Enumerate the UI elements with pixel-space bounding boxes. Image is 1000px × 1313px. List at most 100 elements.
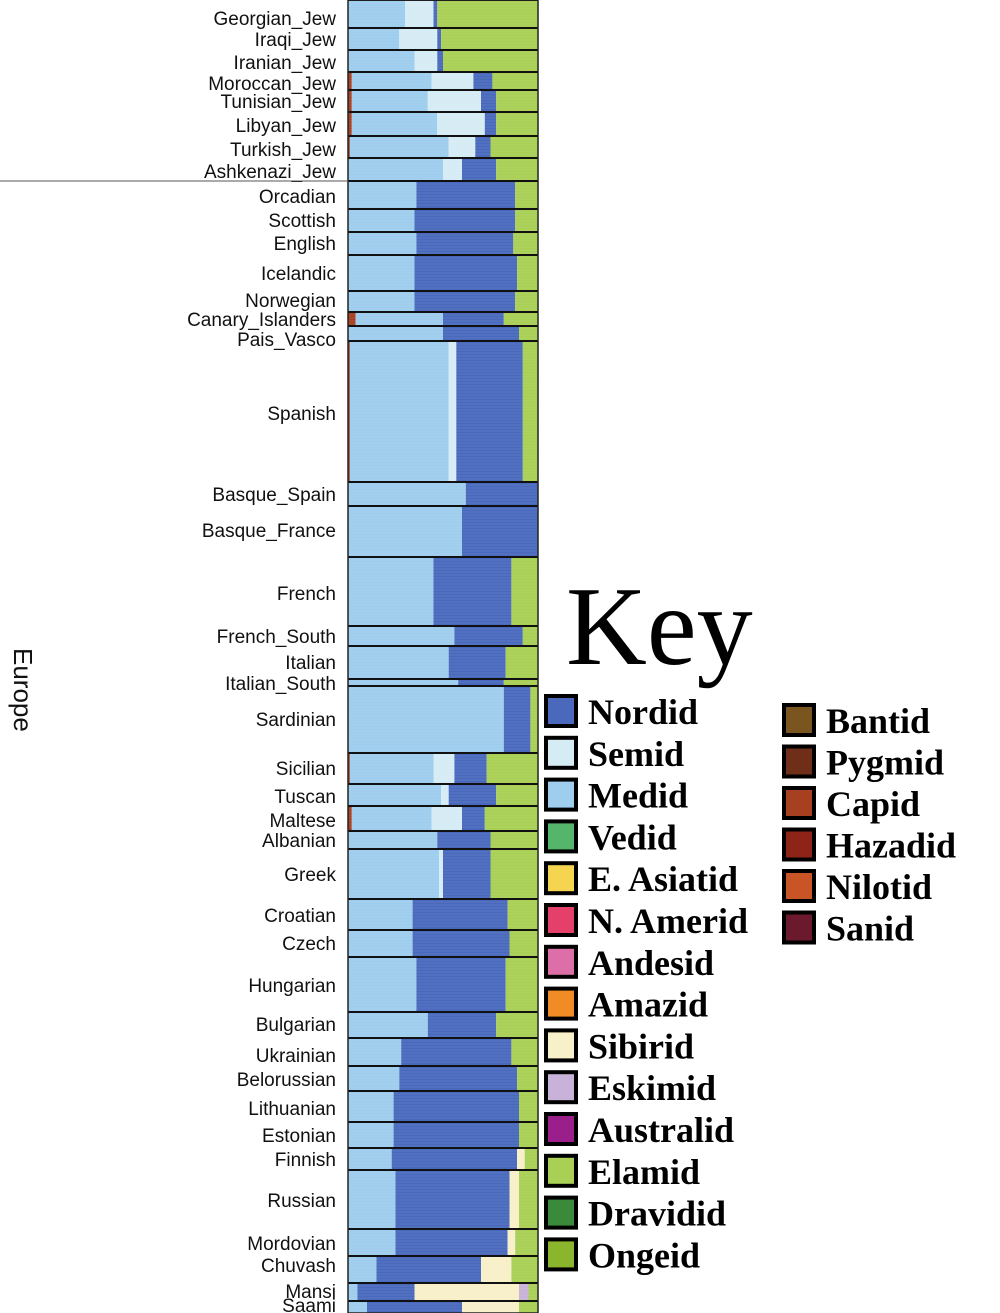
legend-swatch-dravidid bbox=[544, 1195, 578, 1230]
legend-item-amazid: Amazid bbox=[544, 985, 708, 1025]
label-basque-spain: Basque_Spain bbox=[212, 485, 336, 506]
segment-sardinian-nordid bbox=[503, 686, 531, 753]
segment-russian-sibirid bbox=[509, 1170, 519, 1229]
segment-italian-nordid bbox=[448, 646, 506, 679]
label-spanish: Spanish bbox=[267, 404, 336, 425]
segment-canary-islanders-capid bbox=[348, 312, 356, 326]
segment-bulgarian-medid bbox=[348, 1012, 428, 1038]
label-libyan-jew: Libyan_Jew bbox=[236, 116, 337, 137]
label-saami: Saami bbox=[282, 1296, 336, 1313]
segment-mansi-eskimid bbox=[519, 1283, 529, 1301]
segment-iraqi-jew-medid bbox=[348, 28, 400, 50]
segment-ukrainian-nordid bbox=[401, 1038, 512, 1066]
label-russian: Russian bbox=[267, 1191, 336, 1212]
segment-turkish-jew-medid bbox=[349, 136, 449, 158]
segment-libyan-jew-medid bbox=[351, 112, 438, 136]
segment-basque-spain-medid bbox=[348, 482, 466, 506]
legend-item-medid: Medid bbox=[544, 776, 688, 816]
segment-belorussian-medid bbox=[348, 1066, 400, 1091]
bar-tunisian-jew bbox=[348, 90, 538, 112]
segment-italian-south-nordid bbox=[458, 679, 504, 686]
segment-iranian-jew-medid bbox=[348, 50, 415, 72]
segment-scottish-nordid bbox=[414, 209, 516, 232]
segment-tunisian-jew-semid bbox=[427, 90, 481, 112]
legend-item-bantid: Bantid bbox=[782, 701, 930, 741]
bar-norwegian bbox=[348, 291, 538, 312]
segment-libyan-jew-nordid bbox=[484, 112, 497, 136]
segment-libyan-jew-semid bbox=[437, 112, 485, 136]
segment-french-nordid bbox=[433, 557, 512, 626]
segment-basque-france-medid bbox=[348, 506, 462, 557]
bar-belorussian bbox=[348, 1066, 538, 1091]
segment-bulgarian-nordid bbox=[427, 1012, 497, 1038]
legend-label-semid: Semid bbox=[588, 734, 684, 774]
label-tuscan: Tuscan bbox=[274, 787, 336, 808]
bar-icelandic bbox=[348, 255, 538, 291]
label-bulgarian: Bulgarian bbox=[256, 1015, 336, 1036]
bar-canary-islanders bbox=[348, 312, 538, 326]
segment-chuvash-sibirid bbox=[481, 1256, 512, 1283]
legend-label-sanid: Sanid bbox=[826, 909, 914, 949]
label-sardinian: Sardinian bbox=[256, 710, 336, 731]
legend-item-elamid: Elamid bbox=[544, 1152, 700, 1192]
label-lithuanian: Lithuanian bbox=[248, 1099, 336, 1120]
label-georgian-jew: Georgian_Jew bbox=[213, 9, 336, 30]
segment-iraqi-jew-semid bbox=[399, 28, 438, 50]
segment-greek-elamid bbox=[490, 849, 538, 899]
label-scottish: Scottish bbox=[268, 211, 336, 232]
segment-mansi-nordid bbox=[357, 1283, 415, 1301]
label-norwegian: Norwegian bbox=[245, 291, 336, 312]
legend-swatch-bantid bbox=[782, 703, 816, 737]
segment-georgian-jew-elamid bbox=[437, 0, 538, 28]
segment-russian-elamid bbox=[519, 1170, 538, 1229]
segment-french-south-nordid bbox=[454, 626, 523, 646]
label-iranian-jew: Iranian_Jew bbox=[234, 53, 337, 74]
bar-albanian bbox=[348, 831, 538, 849]
segment-mansi-elamid bbox=[528, 1283, 538, 1301]
legend-swatch-medid bbox=[544, 777, 578, 812]
label-basque-france: Basque_France bbox=[202, 521, 336, 542]
segment-turkish-jew-nordid bbox=[475, 136, 491, 158]
bar-sicilian bbox=[348, 753, 538, 784]
label-estonian: Estonian bbox=[262, 1126, 336, 1147]
segment-sicilian-nordid bbox=[454, 753, 487, 784]
bar-french-south bbox=[348, 626, 538, 646]
legend-swatch-nilotid bbox=[782, 869, 816, 903]
label-maltese: Maltese bbox=[269, 811, 336, 832]
segment-spanish-nordid bbox=[456, 341, 523, 482]
bar-russian bbox=[348, 1170, 538, 1229]
legend-swatch-semid bbox=[544, 735, 578, 770]
legend-swatch-nordid bbox=[544, 694, 578, 728]
legend-label-n-amerid: N. Amerid bbox=[588, 901, 748, 941]
legend-label-vedid: Vedid bbox=[588, 817, 677, 857]
segment-sicilian-medid bbox=[349, 753, 434, 784]
label-greek: Greek bbox=[284, 865, 336, 886]
legend-label-australid: Australid bbox=[588, 1110, 734, 1150]
segment-chuvash-medid bbox=[348, 1256, 377, 1283]
bar-scottish bbox=[348, 209, 538, 232]
segment-saami-nordid bbox=[367, 1301, 462, 1313]
segment-orcadian-nordid bbox=[416, 181, 516, 209]
segment-french-south-elamid bbox=[522, 626, 538, 646]
segment-spanish-semid bbox=[448, 341, 457, 482]
legend-item-nordid: Nordid bbox=[544, 692, 698, 732]
segment-italian-south-medid bbox=[348, 679, 459, 686]
segment-norwegian-medid bbox=[348, 291, 415, 312]
segment-italian-medid bbox=[348, 646, 449, 679]
segment-maltese-capid bbox=[348, 806, 352, 831]
bar-libyan-jew bbox=[348, 112, 538, 136]
segment-georgian-jew-nordid bbox=[433, 0, 438, 28]
segment-ukrainian-medid bbox=[348, 1038, 402, 1066]
segment-finnish-nordid bbox=[391, 1148, 518, 1170]
label-iraqi-jew: Iraqi_Jew bbox=[255, 30, 337, 51]
bar-pais-vasco bbox=[348, 326, 538, 341]
legend-item-ongeid: Ongeid bbox=[544, 1235, 700, 1275]
bar-finnish bbox=[348, 1148, 538, 1170]
bar-iranian-jew bbox=[348, 50, 538, 72]
segment-sicilian-elamid bbox=[486, 753, 538, 784]
segment-french-medid bbox=[348, 557, 434, 626]
segment-tunisian-jew-capid bbox=[348, 90, 352, 112]
segment-czech-medid bbox=[348, 930, 413, 957]
region-label: Europe bbox=[8, 648, 38, 732]
